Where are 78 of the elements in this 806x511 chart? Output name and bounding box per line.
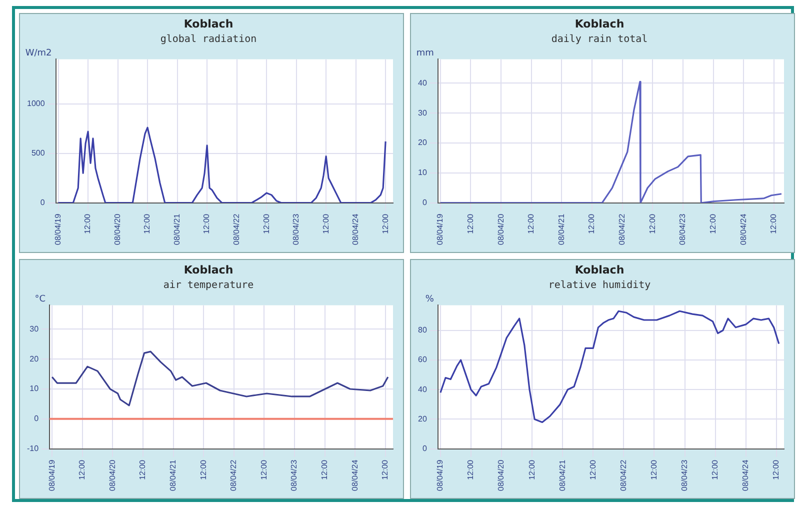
x-tick-label: 12:00 [320, 459, 330, 480]
x-tick-label: 12:00 [262, 213, 271, 234]
y-tick-label: 20 [418, 138, 428, 148]
x-tick-label: 12:00 [380, 213, 390, 234]
x-tick-label: 12:00 [466, 459, 476, 480]
x-tick-label: 12:00 [648, 213, 657, 234]
y-tick-label: 0 [422, 444, 428, 454]
x-tick-label: 08/04/20 [108, 459, 117, 491]
y-tick-label: 0 [40, 198, 46, 208]
x-tick-label: 12:00 [202, 213, 212, 234]
y-tick-label: 10 [418, 168, 428, 178]
x-tick-label: 08/04/20 [496, 459, 506, 491]
x-tick-label: 12:00 [321, 213, 330, 234]
y-tick-label: 60 [418, 355, 428, 364]
x-tick-label: 08/04/23 [290, 459, 299, 491]
x-tick-label: 12:00 [198, 459, 208, 480]
x-tick-label: 12:00 [138, 459, 148, 480]
x-tick-label: 08/04/24 [738, 213, 748, 245]
x-tick-label: 08/04/20 [112, 213, 122, 245]
x-tick-label: 08/04/21 [172, 213, 182, 245]
x-tick-label: 08/04/22 [232, 213, 241, 245]
x-tick-label: 12:00 [772, 459, 781, 480]
x-tick-label: 12:00 [83, 213, 92, 234]
x-tick-label: 12:00 [259, 459, 268, 480]
y-tick-label: 30 [30, 324, 40, 334]
y-tick-label: 500 [31, 148, 46, 158]
x-tick-label: 08/04/19 [436, 213, 445, 245]
y-axis-title: W/m2 [25, 48, 52, 59]
x-tick-label: 12:00 [380, 459, 390, 480]
y-tick-label: 20 [30, 354, 40, 364]
y-tick-label: -10 [27, 444, 40, 454]
x-tick-label: 08/04/22 [618, 213, 627, 245]
chart-subtitle: global radiation [160, 34, 257, 45]
x-tick-label: 08/04/22 [618, 459, 628, 491]
x-tick-label: 08/04/23 [678, 213, 688, 245]
y-tick-label: 10 [30, 384, 40, 394]
x-tick-label: 08/04/23 [680, 459, 689, 491]
x-tick-label: 12:00 [710, 459, 720, 480]
x-tick-label: 08/04/19 [53, 213, 62, 245]
x-tick-label: 08/04/24 [741, 459, 750, 491]
y-tick-label: 20 [418, 414, 428, 424]
x-tick-label: 12:00 [769, 213, 778, 234]
x-tick-label: 12:00 [78, 459, 87, 480]
x-tick-label: 08/04/21 [556, 213, 566, 245]
y-tick-label: 80 [418, 326, 428, 335]
y-tick-label: 40 [418, 78, 428, 88]
x-tick-label: 08/04/24 [350, 459, 360, 491]
y-tick-label: 0 [422, 198, 428, 208]
x-tick-label: 12:00 [142, 213, 152, 234]
chart-subtitle: relative humidity [548, 280, 651, 291]
x-tick-label: 12:00 [527, 459, 536, 480]
chart-subtitle: air temperature [163, 280, 254, 291]
chart-title: Koblach [184, 263, 234, 276]
y-axis-title: mm [416, 48, 434, 59]
x-tick-label: 12:00 [526, 213, 536, 234]
y-tick-label: 0 [34, 414, 40, 424]
x-tick-label: 08/04/20 [496, 213, 506, 245]
y-axis-title: °C [34, 294, 46, 305]
x-tick-label: 12:00 [588, 459, 598, 480]
x-tick-label: 08/04/19 [47, 459, 56, 491]
chart-title: Koblach [574, 17, 624, 30]
x-tick-label: 08/04/19 [436, 459, 445, 491]
y-tick-label: 1000 [27, 98, 46, 108]
chart-title: Koblach [184, 17, 234, 30]
chart-title: Koblach [574, 263, 624, 276]
x-tick-label: 12:00 [649, 459, 658, 480]
x-tick-label: 08/04/21 [558, 459, 567, 491]
x-tick-label: 08/04/21 [168, 459, 178, 491]
x-tick-label: 12:00 [587, 213, 596, 234]
x-tick-label: 12:00 [466, 213, 475, 234]
y-tick-label: 40 [418, 384, 428, 394]
chart-subtitle: daily rain total [551, 34, 648, 45]
x-tick-label: 08/04/22 [229, 459, 238, 491]
x-tick-label: 08/04/24 [351, 213, 360, 245]
x-tick-label: 12:00 [708, 213, 718, 234]
y-axis-title: % [425, 294, 434, 305]
y-tick-label: 30 [418, 108, 428, 118]
x-tick-label: 08/04/23 [292, 213, 301, 245]
